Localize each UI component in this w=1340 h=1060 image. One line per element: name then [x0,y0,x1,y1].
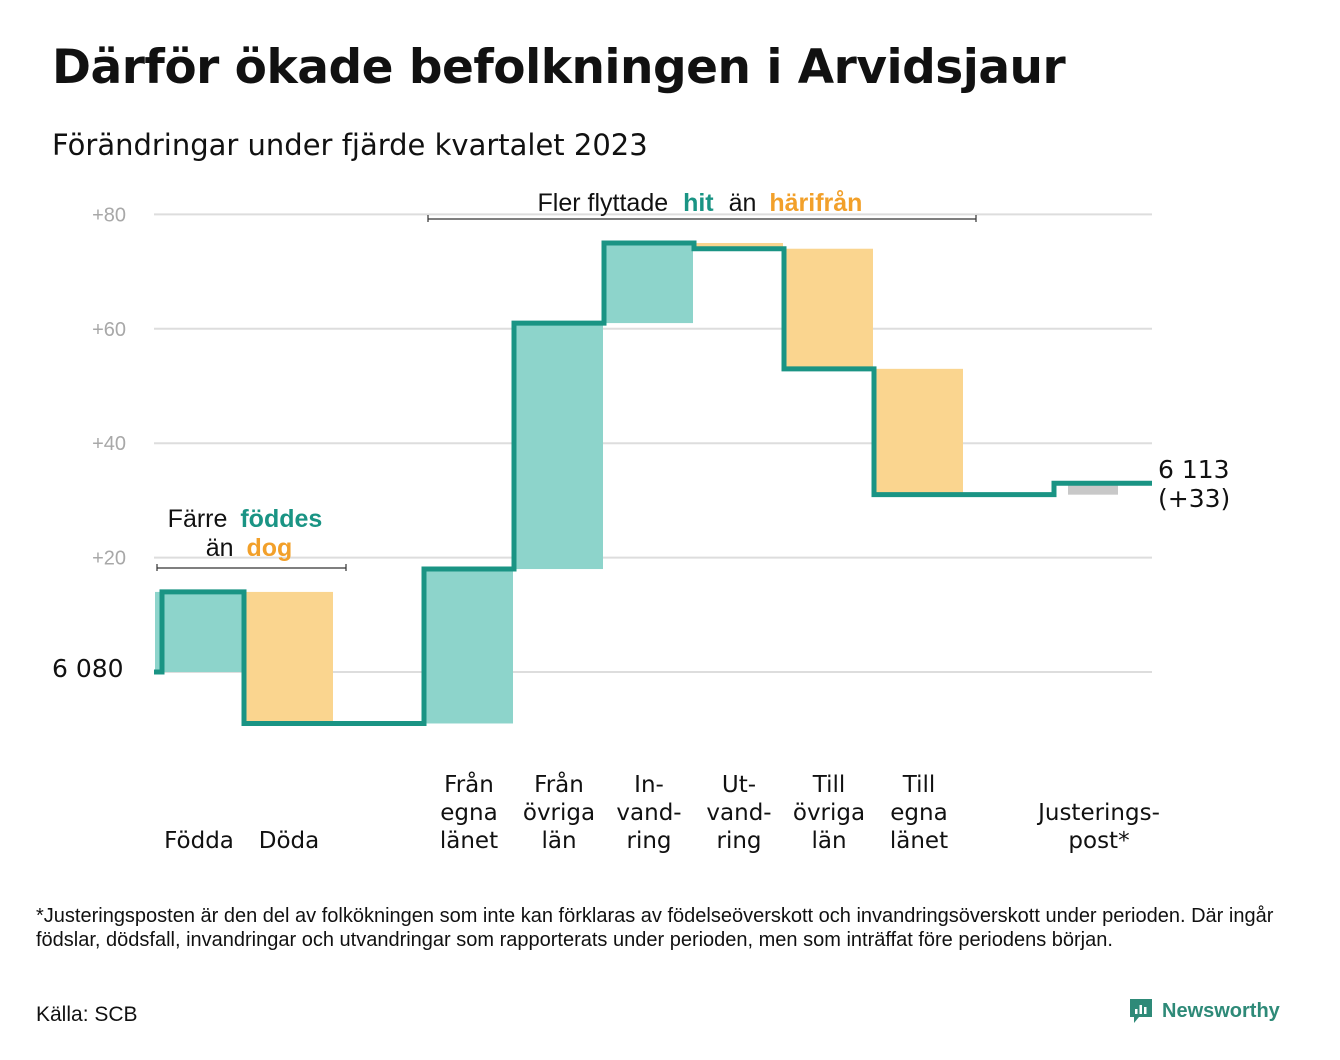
chart-title: Därför ökade befolkningen i Arvidsjaur [52,40,1066,95]
y-tick-label: +60 [92,319,126,341]
bar-tillövrigalän [785,248,873,369]
start-value-label: 6 080 [52,654,124,683]
end-total-label: 6 113 [1158,455,1230,484]
bar-tillegnalänet [875,368,963,495]
category-label: Födda [164,828,234,854]
category-label: vand- [616,800,681,826]
deaths-ann-highlight: dog [246,534,292,562]
y-tick-label: +20 [92,548,126,570]
category-label: Till [902,772,936,798]
bar-döda [245,591,333,724]
running-total-line [154,240,1152,726]
deaths-ann-text: än [206,534,234,562]
category-label: Ut- [722,772,756,798]
footnote: *Justeringsposten är den del av folkökni… [36,905,1274,951]
bars [155,243,1118,724]
bar-födda [155,591,243,672]
migration-ann-mid: än [729,189,757,217]
bar-ut-vand-ring [695,243,783,249]
end-change-label: (+33) [1158,484,1230,513]
migration-ann-text: Fler flyttade [538,189,669,217]
category-label: vand- [706,800,771,826]
category-label: egna [890,800,947,826]
migration-annotation: Fler flyttade hit än härifrån [427,189,977,222]
svg-text:Färre föddes: Färre föddes [168,505,323,533]
category-label: In- [634,772,664,798]
brand-logo: Newsworthy [1128,997,1280,1025]
category-label: länet [440,828,498,854]
category-label: Från [444,770,494,798]
waterfall-chart: +80+60+40+20 Födda DödaFrånegnalänetFrånö… [52,189,1230,854]
svg-text:Fler flyttade hit: Fler flyttade hit än härifrån [538,189,863,217]
category-label: ring [626,828,671,854]
y-tick-label: +80 [92,204,126,226]
category-label: län [541,828,576,854]
births-bracket [156,564,347,571]
bar-frånövrigalän [515,323,603,570]
category-label: övriga [793,800,865,826]
y-tick-label: +40 [92,433,126,455]
category-label: Döda [259,828,319,854]
brand-name: Newsworthy [1162,999,1280,1022]
newsworthy-logo-icon [1130,999,1152,1023]
chart-subtitle: Förändringar under fjärde kvartalet 2023 [52,128,648,162]
births-ann-text: Färre [168,505,228,533]
category-label: ring [716,828,761,854]
running-total-path [154,240,1152,726]
category-label: län [811,828,846,854]
svg-text:än dog: än dog [206,534,293,562]
migration-ann-in: hit [683,189,714,217]
migration-ann-out: härifrån [769,189,862,217]
source-label: Källa: SCB [36,1003,138,1026]
category-label: länet [890,828,948,854]
category-labels: Födda DödaFrånegnalänetFrånövrigalänIn-va… [164,770,1160,854]
migration-bracket [427,215,977,222]
category-label: övriga [523,800,595,826]
category-label: post* [1068,828,1129,854]
births-annotation: Färre föddes än dog [156,505,347,571]
category-label: Justerings- [1036,800,1160,826]
bar-in-vand-ring [605,243,693,324]
category-label: Till [812,772,846,798]
bar-justerings-post* [1068,483,1118,495]
births-ann-highlight: föddes [240,505,322,533]
category-label: Från [534,770,584,798]
category-label: egna [440,800,497,826]
y-axis-ticks: +80 +60 +40 +20 [92,204,126,569]
bar-frånegnalänet [425,569,513,724]
